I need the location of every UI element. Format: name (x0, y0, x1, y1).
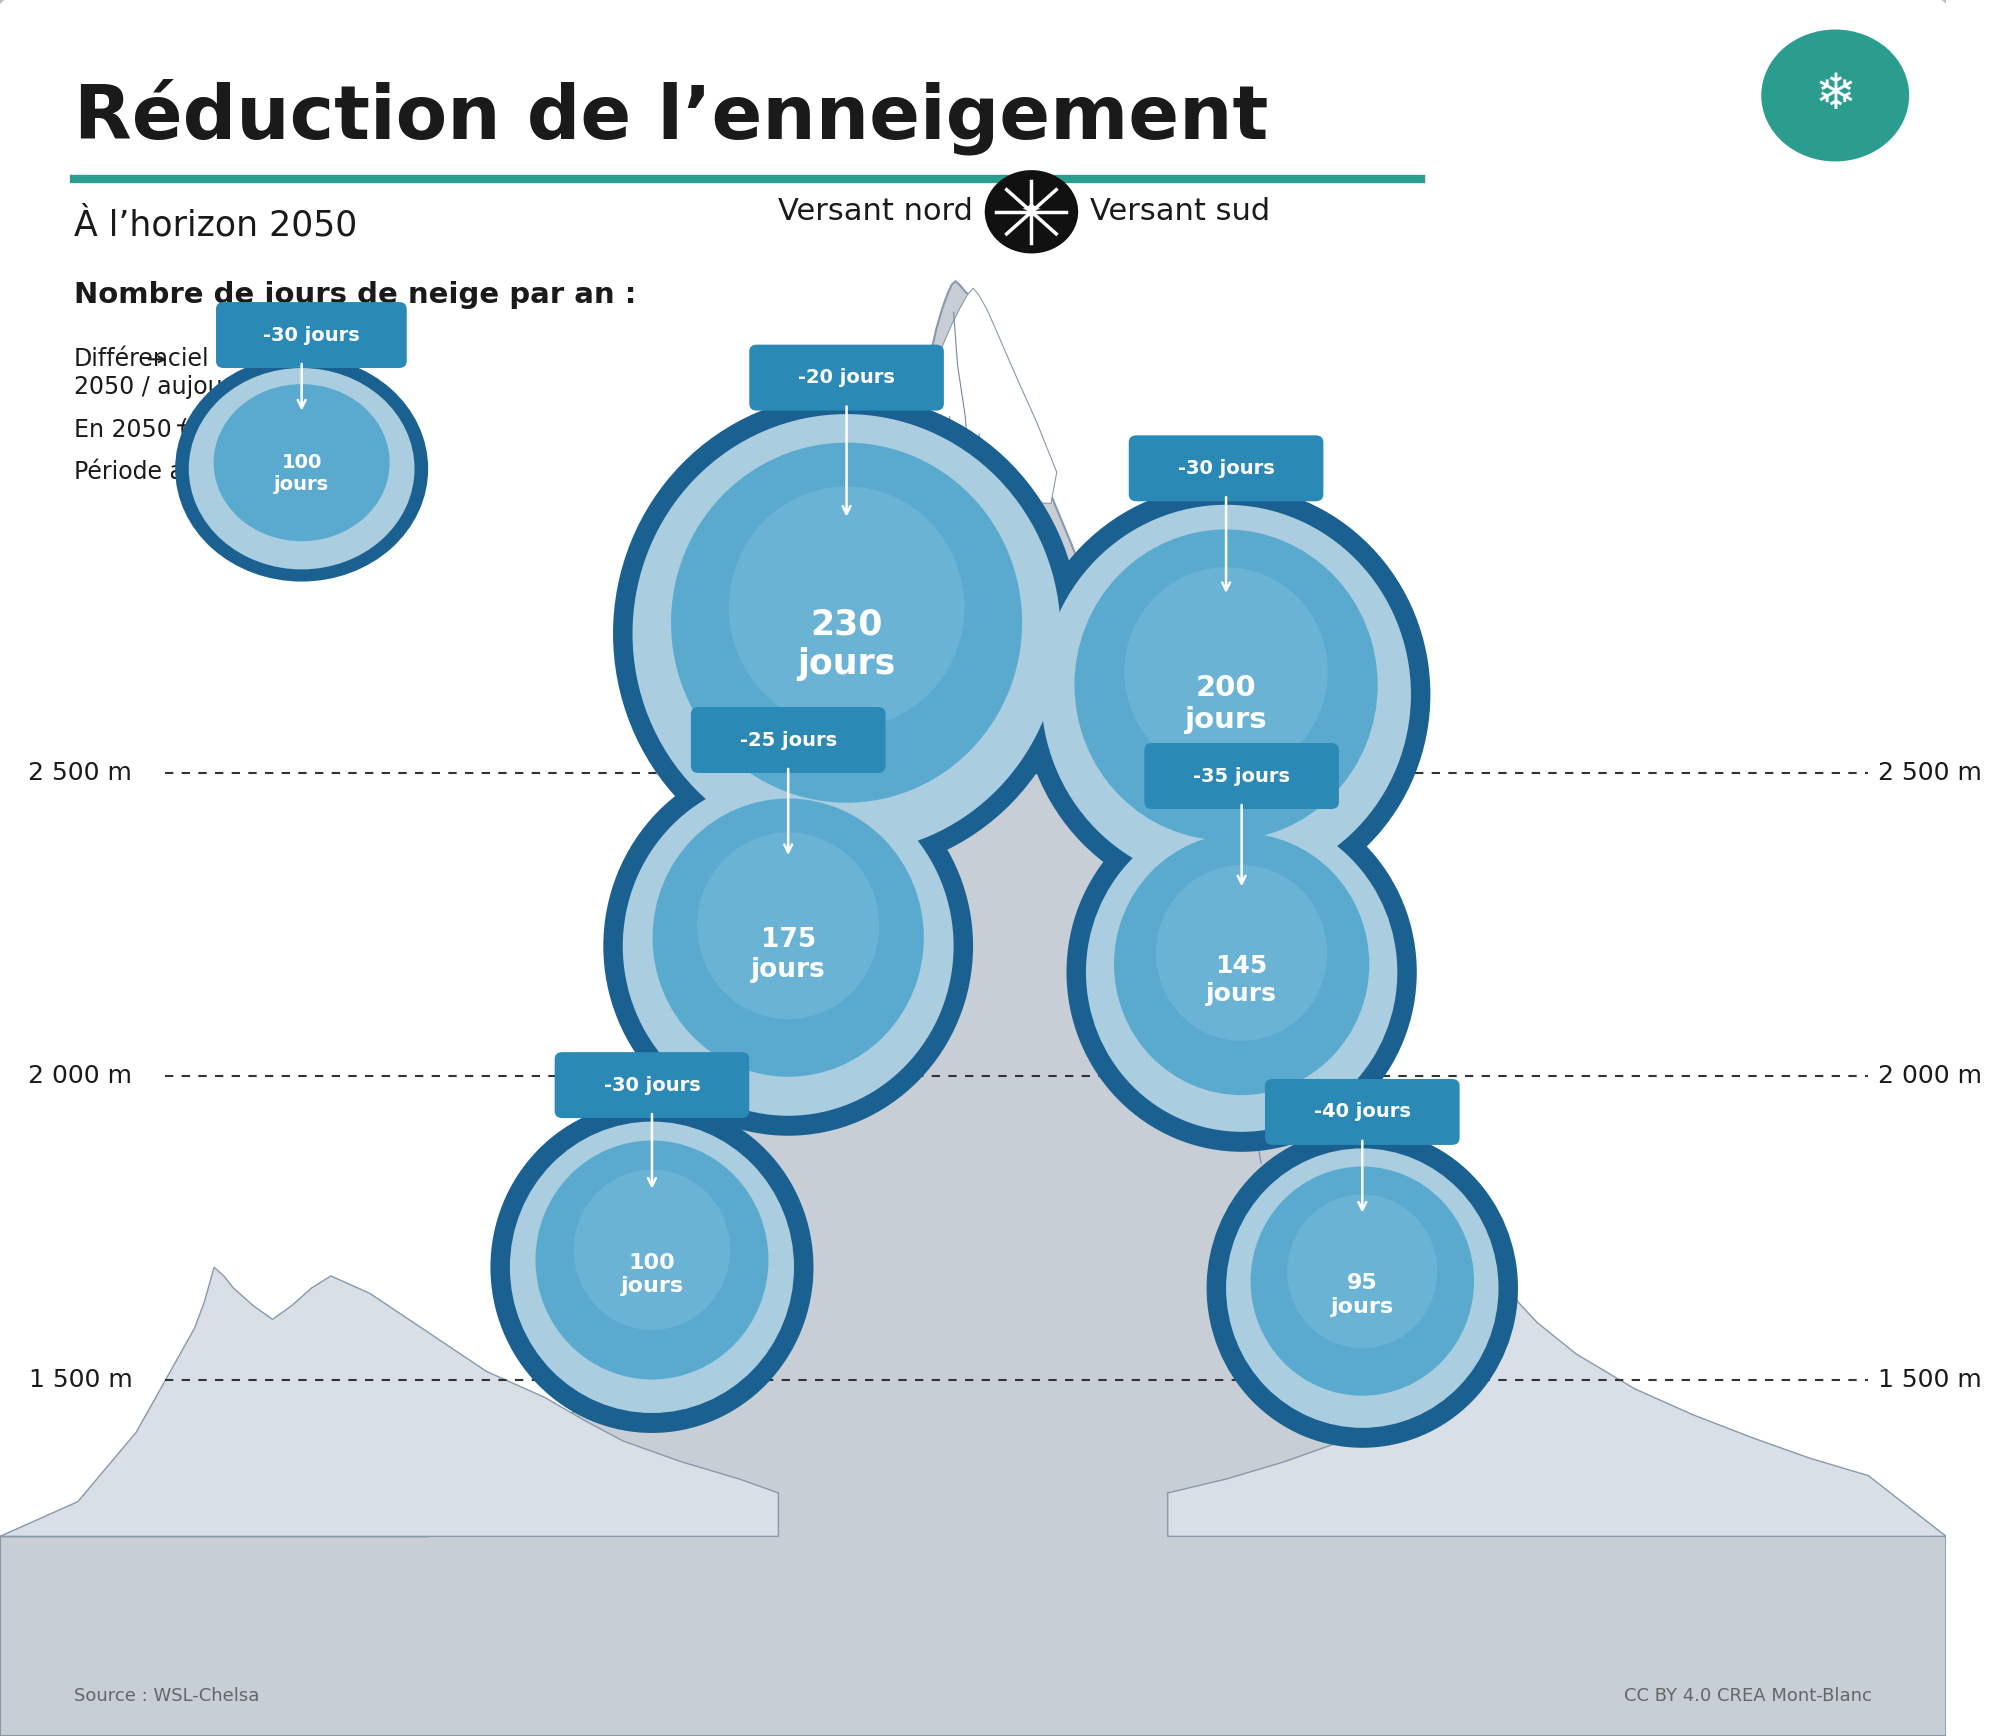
Text: -30 jours: -30 jours (263, 326, 359, 344)
Ellipse shape (1086, 812, 1397, 1132)
Circle shape (214, 384, 389, 542)
Polygon shape (1168, 1267, 1946, 1536)
Circle shape (984, 170, 1078, 253)
Text: Période actuelle: Période actuelle (74, 460, 263, 484)
Ellipse shape (613, 394, 1080, 873)
Text: 2 000 m: 2 000 m (1878, 1064, 1982, 1088)
FancyBboxPatch shape (0, 0, 1950, 1736)
Ellipse shape (1124, 568, 1327, 776)
Ellipse shape (729, 486, 964, 727)
Text: 200
jours: 200 jours (1186, 674, 1267, 734)
FancyBboxPatch shape (1130, 436, 1323, 502)
Circle shape (190, 368, 415, 569)
Ellipse shape (1022, 484, 1431, 904)
Text: 2 500 m: 2 500 m (1878, 760, 1982, 785)
Text: 145
jours: 145 jours (1206, 955, 1277, 1007)
Ellipse shape (1287, 1194, 1437, 1349)
Text: En 2050 (prévision): En 2050 (prévision) (74, 417, 305, 443)
Text: -20 jours: -20 jours (798, 368, 894, 387)
Text: 2 000 m: 2 000 m (28, 1064, 132, 1088)
Ellipse shape (535, 1141, 768, 1380)
Ellipse shape (1208, 1128, 1519, 1448)
Ellipse shape (1226, 1149, 1499, 1427)
Text: 1 500 m: 1 500 m (28, 1368, 132, 1392)
Polygon shape (0, 1267, 778, 1536)
Text: Versant sud: Versant sud (1090, 198, 1269, 226)
Polygon shape (0, 281, 1946, 1736)
Circle shape (1760, 30, 1908, 161)
Ellipse shape (1156, 865, 1327, 1042)
Ellipse shape (671, 443, 1022, 802)
Ellipse shape (491, 1102, 814, 1432)
Text: CC BY 4.0 CREA Mont-Blanc: CC BY 4.0 CREA Mont-Blanc (1625, 1687, 1872, 1705)
FancyBboxPatch shape (216, 302, 407, 368)
Text: 100
jours: 100 jours (621, 1253, 683, 1297)
Text: À l’horizon 2050: À l’horizon 2050 (74, 208, 357, 243)
Ellipse shape (633, 415, 1060, 852)
Ellipse shape (623, 776, 954, 1116)
Text: Source : WSL-Chelsa: Source : WSL-Chelsa (74, 1687, 259, 1705)
Text: 100
jours: 100 jours (273, 453, 329, 495)
Ellipse shape (1066, 793, 1417, 1151)
Ellipse shape (1042, 505, 1411, 884)
Text: 2 500 m: 2 500 m (28, 760, 132, 785)
Ellipse shape (603, 757, 974, 1135)
Text: 175
jours: 175 jours (750, 927, 826, 983)
Text: Réduction de l’enneigement: Réduction de l’enneigement (74, 78, 1267, 155)
Text: -30 jours: -30 jours (603, 1076, 701, 1095)
Text: Différenciel
2050 / aujourd’hui: Différenciel 2050 / aujourd’hui (74, 347, 291, 399)
Text: Versant nord: Versant nord (778, 198, 974, 226)
Ellipse shape (1251, 1167, 1473, 1396)
FancyBboxPatch shape (1144, 743, 1339, 809)
Ellipse shape (509, 1121, 794, 1413)
Ellipse shape (573, 1170, 731, 1330)
Ellipse shape (1114, 833, 1369, 1095)
Text: 95
jours: 95 jours (1331, 1274, 1393, 1316)
Ellipse shape (1074, 529, 1377, 840)
Text: 230
jours: 230 jours (798, 608, 896, 681)
Text: Nombre de jours de neige par an :: Nombre de jours de neige par an : (74, 281, 637, 309)
Text: -35 jours: -35 jours (1194, 767, 1289, 785)
Text: ❄: ❄ (1814, 71, 1856, 120)
Text: -30 jours: -30 jours (1178, 458, 1273, 477)
Ellipse shape (653, 799, 924, 1076)
Text: -25 jours: -25 jours (741, 731, 836, 750)
Text: ✦: ✦ (1022, 200, 1042, 224)
Text: -40 jours: -40 jours (1313, 1102, 1411, 1121)
FancyBboxPatch shape (748, 345, 944, 411)
FancyBboxPatch shape (691, 707, 886, 773)
Ellipse shape (697, 833, 878, 1019)
Polygon shape (892, 288, 1056, 503)
FancyBboxPatch shape (1265, 1080, 1459, 1146)
Text: 1 500 m: 1 500 m (1878, 1368, 1982, 1392)
FancyBboxPatch shape (555, 1052, 748, 1118)
Circle shape (176, 356, 429, 582)
